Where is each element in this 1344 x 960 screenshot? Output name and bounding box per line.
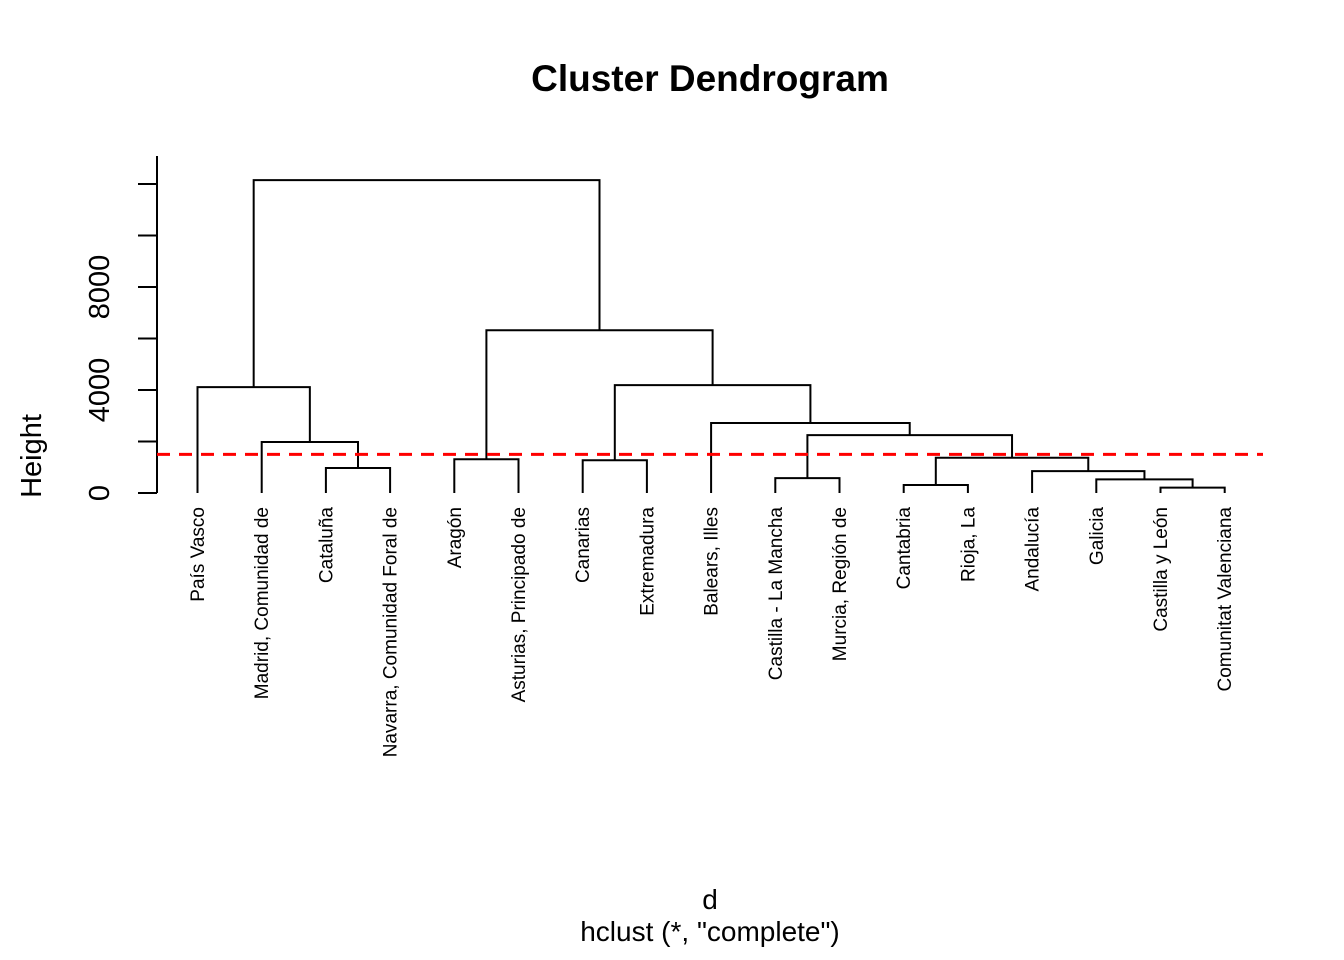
leaf-label: Murcia, Región de [830, 507, 851, 661]
dendrogram-merge [324, 467, 392, 493]
leaf-label: Galicia [1087, 507, 1108, 566]
dendrogram-merge [902, 484, 969, 493]
dendrogram-merge [581, 459, 648, 493]
leaf-label: Rioja, La [958, 507, 979, 582]
x-axis-label: d [702, 884, 718, 915]
dendrogram-merge [613, 384, 812, 461]
dendrogram-merge [1095, 478, 1194, 493]
y-axis-tick-label: 0 [84, 485, 116, 501]
leaf-label: Aragón [445, 507, 466, 568]
leaf-label: Andalucía [1023, 507, 1044, 592]
y-axis-title: Height [16, 414, 48, 498]
dendrogram-merge [485, 329, 714, 460]
leaf-label: Asturias, Principado de [509, 507, 530, 702]
leaf-label: Comunitat Valenciana [1215, 507, 1236, 692]
leaf-label: Canarias [573, 507, 594, 583]
leaf-label: Castilla - La Mancha [766, 507, 787, 681]
leaf-label: Cantabria [894, 507, 915, 590]
dendrogram-merge [1031, 470, 1146, 493]
leaf-label: Castilla y León [1151, 507, 1172, 632]
dendrogram-merge [252, 179, 601, 388]
y-axis-tick-label: 8000 [84, 255, 116, 320]
y-axis-tick-label: 4000 [84, 358, 116, 423]
dendrogram-merge [453, 458, 520, 493]
dendrogram-merge [196, 386, 311, 493]
x-axis-sublabel: hclust (*, "complete") [580, 916, 840, 947]
leaf-label: Cataluña [316, 507, 337, 583]
leaf-label: Navarra, Comunidad Foral de [381, 507, 402, 757]
chart-title: Cluster Dendrogram [531, 58, 889, 99]
leaf-label: Balears, Illes [702, 507, 723, 616]
dendrogram-merge [934, 456, 1090, 486]
dendrogram-merge [774, 477, 841, 493]
leaf-label: Extremadura [637, 507, 658, 616]
dendrogram-merge [710, 421, 911, 493]
leaf-label: País Vasco [188, 507, 209, 602]
dendrogram-merge [806, 434, 1014, 479]
leaf-label: Madrid, Comunidad de [252, 507, 273, 699]
dendrogram-merge [1159, 486, 1226, 493]
